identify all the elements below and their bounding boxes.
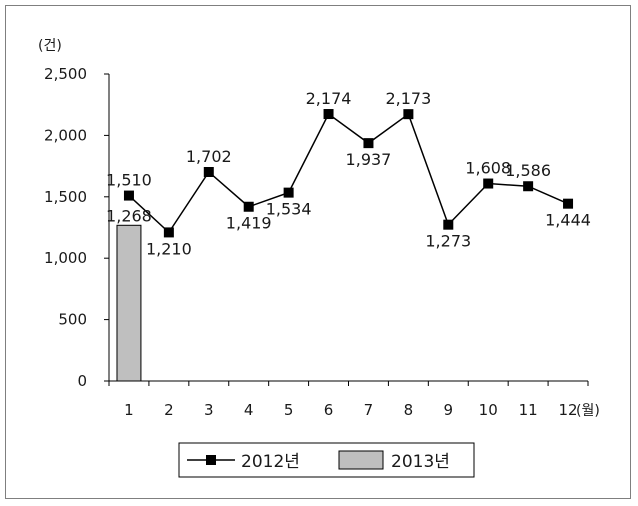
bar-2013 [116,224,142,382]
data-label-2012: 1,444 [545,211,591,230]
marker-2012 [523,181,534,192]
data-label-2012: 1,608 [465,159,511,178]
x-tick-label: 8 [404,401,414,419]
x-tick-label: 12 [558,401,577,419]
legend-bar-swatch [338,450,384,470]
x-tick-label: 10 [479,401,498,419]
x-tick-label: 2 [164,401,174,419]
data-label-2012: 1,419 [226,214,272,233]
x-tick-label: 5 [284,401,294,419]
data-label-2012: 1,273 [425,232,471,251]
y-tick-label: 1,000 [44,249,87,267]
marker-2012 [443,219,454,230]
line-2012 [128,112,569,234]
y-tick-label: 2,000 [44,126,87,144]
marker-2012 [243,201,254,212]
marker-2012 [483,178,494,189]
marker-2012 [203,166,214,177]
legend-label-2012: 2012년 [241,452,300,472]
marker-2012 [123,190,134,201]
y-tick-label: 2,500 [44,65,87,83]
x-tick-label: 1 [124,401,134,419]
x-tick-label: 6 [324,401,334,419]
data-label-2013: 1,268 [106,206,152,225]
y-tick-label: 1,500 [44,188,87,206]
y-axis-unit: (건) [38,38,62,54]
data-label-2012: 1,510 [106,171,152,190]
marker-2012 [163,227,174,238]
y-tick-label: 0 [77,372,87,390]
chart-frame: 0 500 1,000 1,500 2,000 2,500 (건) 1 2 3 4 5 6 7 8 9 10 11… [5,5,631,499]
x-tick-label: 11 [519,401,538,419]
marker-2012 [283,187,294,198]
data-label-2012: 1,534 [266,200,312,219]
legend-marker-swatch [206,455,216,465]
x-tick-label: 9 [444,401,454,419]
marker-2012 [403,109,414,120]
x-tick-label: 3 [204,401,214,419]
legend-label-2013: 2013년 [391,452,450,472]
y-tick-label: 500 [58,311,87,329]
marker-2012 [363,138,374,149]
x-axis-unit: (월) [576,403,600,419]
data-label-2012: 1,937 [346,150,392,169]
marker-2012 [563,198,574,209]
marker-2012 [323,109,334,120]
data-label-2012: 1,210 [146,239,192,258]
data-label-2012: 1,586 [505,161,551,180]
data-label-2012: 1,702 [186,147,232,166]
data-label-2012: 2,174 [306,89,352,108]
data-label-2012: 2,173 [385,89,431,108]
x-tick-label: 4 [244,401,254,419]
x-tick-label: 7 [364,401,374,419]
